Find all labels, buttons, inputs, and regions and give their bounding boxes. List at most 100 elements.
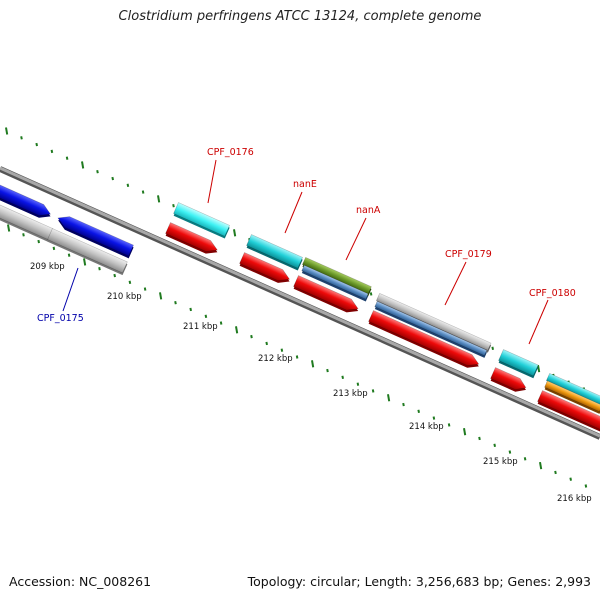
inner-tick-minor bbox=[113, 273, 116, 278]
outer-tick-major bbox=[81, 161, 85, 169]
gene-label-cpf0176: CPF_0176 bbox=[207, 147, 254, 158]
gene-label-cpf0180: CPF_0180 bbox=[529, 288, 576, 299]
outer-tick-minor bbox=[369, 292, 373, 296]
inner-tick-minor bbox=[295, 355, 299, 359]
outer-tick-minor bbox=[96, 170, 99, 174]
feature-red-cpf0180 bbox=[490, 367, 527, 392]
outer-tick-minor bbox=[65, 156, 69, 160]
inner-tick-minor bbox=[569, 477, 572, 481]
outer-tick-minor bbox=[50, 149, 54, 154]
scale-label-209kbp: 209 kbp bbox=[30, 262, 65, 272]
scale-label-213kbp: 213 kbp bbox=[333, 389, 368, 399]
feature-grey-cpf0179 bbox=[375, 292, 492, 353]
feature-grey-2 bbox=[47, 228, 128, 276]
inner-tick-minor bbox=[265, 341, 268, 346]
inner-tick-minor bbox=[584, 484, 588, 488]
inner-tick-major bbox=[539, 461, 543, 470]
inner-tick-major bbox=[463, 428, 467, 436]
inner-tick-ring bbox=[7, 224, 588, 488]
inner-tick-minor bbox=[402, 402, 405, 407]
feature-steel-cpf0179 bbox=[374, 300, 488, 358]
gene-label-nanA: nanA bbox=[356, 205, 381, 216]
gene-labels: CPF_0176 nanE nanA CPF_0179 CPF_0180 CPF… bbox=[37, 147, 576, 345]
scale-label-216kbp: 216 kbp bbox=[557, 494, 592, 504]
inner-tick-minor bbox=[478, 436, 481, 441]
inner-tick-major bbox=[159, 292, 163, 300]
outer-tick-major bbox=[157, 195, 161, 203]
inner-tick-minor bbox=[371, 389, 375, 393]
inner-tick-minor bbox=[22, 233, 25, 237]
callout-line-cpf0176 bbox=[207, 159, 217, 204]
inner-tick-minor bbox=[417, 409, 420, 414]
scale-label-210kbp: 210 kbp bbox=[107, 292, 142, 302]
inner-tick-minor bbox=[219, 321, 223, 325]
scale-label-212kbp: 212 kbp bbox=[258, 354, 293, 364]
inner-tick-minor bbox=[204, 314, 208, 318]
feature-red-nanE bbox=[239, 252, 291, 283]
feature-orange-edge bbox=[544, 380, 600, 414]
feature-red-edge bbox=[537, 390, 600, 433]
map-title: Clostridium perfringens ATCC 13124, comp… bbox=[118, 9, 482, 24]
feature-blue-1 bbox=[0, 182, 51, 218]
inner-tick-minor bbox=[143, 287, 147, 291]
outer-tick-minor bbox=[491, 346, 494, 350]
feature-steel-nanA bbox=[301, 264, 369, 302]
feature-red-cpf0179 bbox=[368, 310, 480, 368]
feature-olive-nanA bbox=[301, 256, 372, 297]
callout-line-cpf0180 bbox=[528, 299, 549, 345]
outer-tick-major bbox=[537, 364, 541, 373]
feature-cyan-cpf0180 bbox=[498, 349, 539, 379]
outer-tick-minor bbox=[141, 190, 145, 194]
callout-line-cpf0175 bbox=[62, 267, 79, 312]
outer-tick-minor bbox=[35, 142, 38, 147]
inner-tick-minor bbox=[189, 307, 192, 312]
inner-tick-minor bbox=[432, 416, 436, 420]
outer-tick-major bbox=[5, 127, 9, 135]
inner-tick-major bbox=[7, 224, 11, 232]
inner-tick-minor bbox=[128, 280, 132, 285]
inner-tick-minor bbox=[326, 368, 329, 373]
inner-tick-minor bbox=[493, 443, 496, 447]
scale-label-214kbp: 214 kbp bbox=[409, 422, 444, 432]
inner-tick-minor bbox=[52, 246, 56, 251]
feature-blue-2 bbox=[57, 216, 134, 259]
genome-summary-text: Topology: circular; Length: 3,256,683 bp… bbox=[247, 574, 591, 589]
genome-backbone bbox=[0, 166, 600, 440]
inner-tick-minor bbox=[554, 470, 557, 475]
callout-line-nanA bbox=[345, 217, 367, 261]
inner-tick-minor bbox=[37, 239, 40, 244]
feature-red-cpf0176 bbox=[165, 222, 218, 254]
inner-tick-minor bbox=[508, 450, 512, 454]
inner-tick-major bbox=[83, 258, 87, 266]
inner-tick-minor bbox=[98, 267, 101, 271]
gene-label-cpf0179: CPF_0179 bbox=[445, 249, 492, 260]
outer-tick-major bbox=[233, 229, 237, 237]
outer-tick-minor bbox=[172, 203, 175, 208]
callout-line-nanE bbox=[284, 191, 303, 234]
inner-tick-minor bbox=[523, 457, 527, 461]
accession-text: Accession: NC_008261 bbox=[9, 574, 152, 589]
inner-tick-minor bbox=[174, 300, 177, 305]
feature-cyan-edge bbox=[545, 372, 600, 408]
inner-tick-major bbox=[387, 394, 391, 402]
gene-label-nanE: nanE bbox=[293, 179, 317, 190]
gene-features bbox=[0, 182, 600, 433]
outer-tick-minor bbox=[111, 176, 114, 181]
inner-tick-minor bbox=[67, 253, 71, 257]
inner-tick-major bbox=[311, 360, 315, 368]
inner-tick-minor bbox=[356, 382, 360, 386]
scale-labels: 209 kbp 210 kbp 211 kbp 212 kbp 213 kbp … bbox=[30, 262, 592, 504]
outer-tick-minor bbox=[126, 183, 130, 188]
gene-label-cpf0175: CPF_0175 bbox=[37, 313, 84, 324]
scale-label-211kbp: 211 kbp bbox=[183, 322, 218, 332]
callout-line-cpf0179 bbox=[444, 261, 467, 306]
inner-tick-minor bbox=[341, 375, 344, 380]
scale-label-215kbp: 215 kbp bbox=[483, 457, 518, 467]
feature-red-nanA bbox=[293, 275, 359, 313]
outer-tick-minor bbox=[20, 136, 23, 140]
inner-tick-major bbox=[235, 326, 239, 334]
feature-cyan-cpf0176 bbox=[173, 202, 230, 239]
inner-tick-minor bbox=[447, 423, 451, 427]
inner-tick-minor bbox=[280, 348, 284, 352]
